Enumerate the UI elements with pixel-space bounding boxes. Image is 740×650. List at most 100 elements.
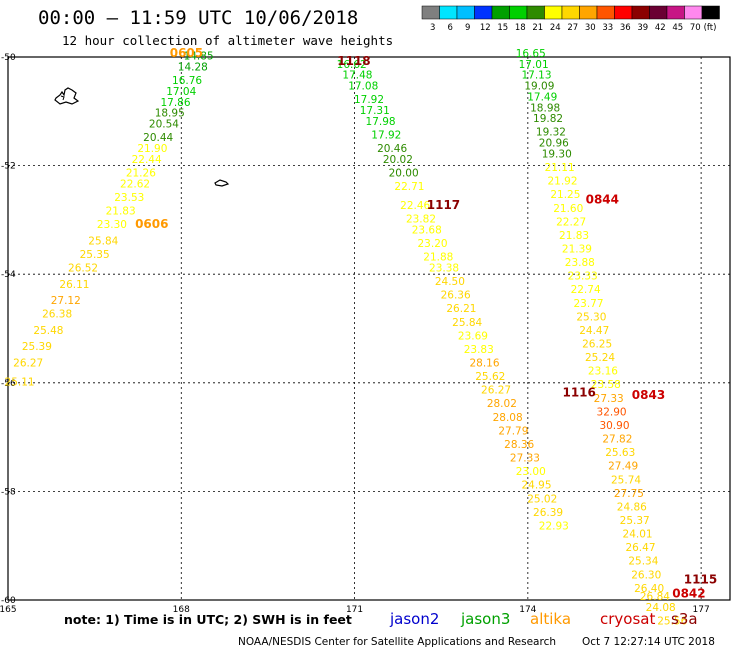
swh-value: 25.35 — [80, 249, 110, 261]
swh-value: 25.02 — [527, 493, 557, 505]
swh-value: 23.82 — [406, 214, 436, 226]
swh-value: 27.33 — [510, 453, 540, 465]
swh-value: 20.02 — [383, 154, 413, 166]
colorbar-swatch — [596, 5, 615, 20]
swh-value: 20.00 — [389, 167, 419, 179]
island-detail — [60, 95, 65, 101]
swh-value: 21.39 — [562, 243, 592, 255]
swh-value: 14.28 — [178, 62, 208, 74]
swh-value: 17.98 — [366, 116, 396, 128]
colorbar-swatch — [666, 5, 685, 20]
colorbar-swatch — [491, 5, 510, 20]
track-time-label: 1115 — [684, 573, 717, 587]
swh-value: 22.71 — [394, 181, 424, 193]
track-time-label: 0842 — [672, 586, 705, 600]
swh-value: 21.90 — [137, 143, 167, 155]
swh-value: 26.39 — [533, 507, 563, 519]
swh-value: 20.44 — [143, 132, 173, 144]
satellite-legend-cryosat: cryosat — [600, 610, 655, 628]
swh-value: 26.30 — [631, 569, 661, 581]
swh-value: 17.31 — [360, 105, 390, 117]
swh-value: 23.58 — [591, 379, 621, 391]
track-time-label: 0605 — [170, 46, 203, 60]
swh-value: 23.33 — [568, 271, 598, 283]
swh-value: 22.46 — [400, 200, 430, 212]
colorbar-swatch — [561, 5, 580, 20]
swh-value: 27.12 — [51, 295, 81, 307]
land-features — [54, 87, 230, 187]
swh-value: 21.83 — [106, 205, 136, 217]
swh-value: 25.11 — [5, 377, 35, 389]
island-outline-south — [214, 179, 230, 187]
colorbar-label: 30 — [585, 23, 596, 33]
colorbar-label: 3 — [430, 23, 435, 33]
swh-value: 28.36 — [504, 439, 534, 451]
colorbar-swatch — [544, 5, 563, 20]
swh-value: 21.11 — [545, 162, 575, 174]
swh-value: 26.36 — [441, 290, 471, 302]
swh-value: 18.98 — [530, 102, 560, 114]
satellite-legend: jason2 jason3 altika cryosat s3a — [389, 610, 698, 628]
swh-value: 26.47 — [625, 542, 655, 554]
colorbar-swatch — [439, 5, 458, 20]
swh-value: 17.13 — [521, 70, 551, 82]
swh-value: 25.37 — [620, 515, 650, 527]
colorbar-label: 9 — [465, 23, 470, 33]
swh-value: 23.38 — [429, 262, 459, 274]
axis-ticks: 165 168 171 174 177 -50 -52 -54 -56 -58 -60 — [0, 53, 710, 615]
swh-value: 27.49 — [608, 461, 638, 473]
swh-value: 24.01 — [623, 529, 653, 541]
track-time-label: 0606 — [135, 217, 168, 231]
y-tick-label: -60 — [1, 596, 16, 606]
swh-value: 17.48 — [342, 70, 372, 82]
swh-value: 28.02 — [487, 398, 517, 410]
swh-value: 24.50 — [435, 276, 465, 288]
swh-value: 17.04 — [166, 86, 196, 98]
satellite-legend-s3a: s3a — [671, 610, 698, 628]
swh-value: 25.62 — [475, 371, 505, 383]
colorbar-swatch — [421, 5, 440, 20]
swh-value: 23.77 — [573, 298, 603, 310]
swh-value: 25.63 — [605, 447, 635, 459]
colorbar-label: 18 — [515, 23, 526, 33]
swh-value: 20.46 — [377, 143, 407, 155]
swh-value: 21.25 — [550, 189, 580, 201]
swh-value: 23.53 — [114, 192, 144, 204]
swh-value: 17.01 — [519, 59, 549, 71]
colorbar-label: 6 — [448, 23, 453, 33]
swh-value: 21.92 — [547, 176, 577, 188]
swh-value: 23.68 — [412, 224, 442, 236]
swh-value: 17.86 — [160, 97, 190, 109]
swh-value: 28.08 — [493, 412, 523, 424]
swh-value: 28.16 — [469, 358, 499, 370]
swh-value: 25.84 — [88, 235, 118, 247]
swh-value: 21.88 — [423, 252, 453, 264]
colorbar-label: 70 — [690, 23, 701, 33]
swh-value: 23.69 — [458, 330, 488, 342]
swh-value: 19.32 — [536, 127, 566, 139]
satellite-legend-altika: altika — [530, 610, 571, 628]
colorbar-legend: 3 6 9 12 15 18 21 24 27 30 33 36 39 42 45 70 (ft) — [421, 5, 720, 33]
swh-value: 20.96 — [539, 138, 569, 150]
swh-value: 19.82 — [533, 113, 563, 125]
swh-value: 23.16 — [588, 366, 618, 378]
swh-value: 21.83 — [559, 230, 589, 242]
x-tick-label: 165 — [0, 605, 17, 615]
swh-value: 26.21 — [446, 303, 476, 315]
colorbar-label: 21 — [532, 23, 543, 33]
track-time-label: 1118 — [337, 54, 370, 68]
swh-value: 23.30 — [97, 219, 127, 231]
colorbar-label: 15 — [497, 23, 508, 33]
swh-value: 32.90 — [597, 406, 627, 418]
y-tick-label: -58 — [1, 487, 16, 497]
colorbar-swatch — [631, 5, 650, 20]
colorbar-swatch — [701, 5, 720, 20]
track-time-label: 0844 — [586, 193, 619, 207]
swh-value: 24.95 — [521, 480, 551, 492]
colorbar-label: 36 — [620, 23, 631, 33]
colorbar-label: 27 — [567, 23, 578, 33]
swh-value: 19.30 — [542, 148, 572, 160]
swh-value: 16.76 — [172, 75, 202, 87]
chart-title: 00:00 — 11:59 UTC 10/06/2018 — [38, 7, 358, 29]
y-tick-label: -50 — [1, 53, 16, 63]
